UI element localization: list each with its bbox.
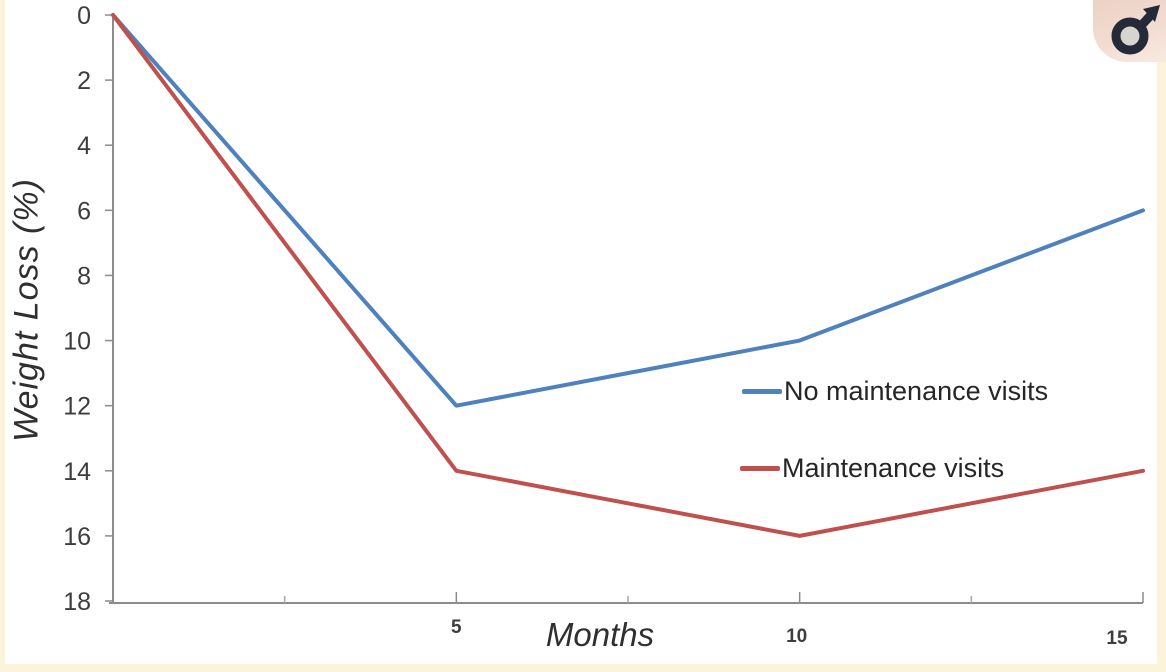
page-border-right (1157, 0, 1166, 672)
y-tick-label: 14 (63, 458, 91, 486)
page-border-left (0, 0, 5, 672)
legend-item-maintenance: Maintenance visits (740, 453, 1004, 484)
legend-line-swatch-red (740, 466, 780, 471)
y-axis-title: Weight Loss (%) (7, 178, 46, 442)
y-tick-label: 6 (77, 197, 91, 225)
y-tick-label: 10 (63, 328, 91, 356)
legend-label: No maintenance visits (784, 376, 1049, 406)
y-tick-label: 12 (63, 393, 91, 421)
x-tick-label: 10 (786, 626, 807, 647)
x-tick-label: 5 (451, 617, 462, 638)
legend-label: Maintenance visits (782, 453, 1005, 483)
male-gender-badge (1093, 0, 1166, 62)
y-tick-label: 2 (77, 67, 91, 95)
x-tick-label: 15 (1106, 628, 1128, 649)
y-tick-label: 18 (63, 588, 91, 616)
page-border-bottom (0, 664, 1166, 672)
y-tick-label: 16 (63, 523, 91, 551)
legend-item-no-maintenance: No maintenance visits (742, 376, 1048, 407)
y-tick-label: 4 (77, 132, 91, 160)
y-tick-label: 0 (77, 2, 91, 30)
male-icon (1111, 5, 1160, 55)
series-line-0 (111, 13, 1145, 408)
series-line-1 (111, 13, 1145, 538)
y-tick-label: 8 (77, 262, 91, 290)
x-axis-title: Months (545, 616, 655, 653)
legend-line-swatch-blue (742, 389, 782, 394)
